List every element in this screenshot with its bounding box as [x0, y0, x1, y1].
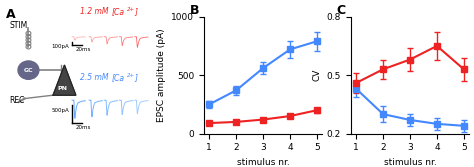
Text: GC: GC [24, 68, 33, 73]
X-axis label: stimulus nr.: stimulus nr. [237, 158, 290, 167]
Text: [Ca: [Ca [112, 7, 125, 16]
Circle shape [18, 61, 39, 79]
X-axis label: stimulus nr.: stimulus nr. [383, 158, 437, 167]
Text: 1.2 mM: 1.2 mM [80, 7, 110, 16]
Text: STIM: STIM [9, 21, 28, 30]
Text: ]: ] [135, 73, 137, 82]
Text: 100pA: 100pA [52, 44, 69, 49]
Text: ]: ] [135, 7, 137, 16]
Text: REC: REC [9, 96, 25, 105]
Y-axis label: EPSC amplitude (pA): EPSC amplitude (pA) [156, 28, 165, 122]
Text: [Ca: [Ca [112, 73, 125, 82]
Y-axis label: CV: CV [312, 69, 321, 81]
Text: PN: PN [57, 86, 68, 91]
Text: 500pA: 500pA [52, 108, 69, 113]
Text: 20ms: 20ms [76, 125, 91, 130]
Text: C: C [337, 4, 346, 17]
Polygon shape [53, 65, 76, 95]
Text: 20ms: 20ms [76, 47, 91, 52]
Text: 2.5 mM: 2.5 mM [80, 73, 110, 82]
Text: B: B [190, 4, 199, 17]
Text: 2+: 2+ [127, 73, 135, 78]
Text: A: A [6, 8, 15, 21]
Text: 2+: 2+ [127, 7, 135, 12]
